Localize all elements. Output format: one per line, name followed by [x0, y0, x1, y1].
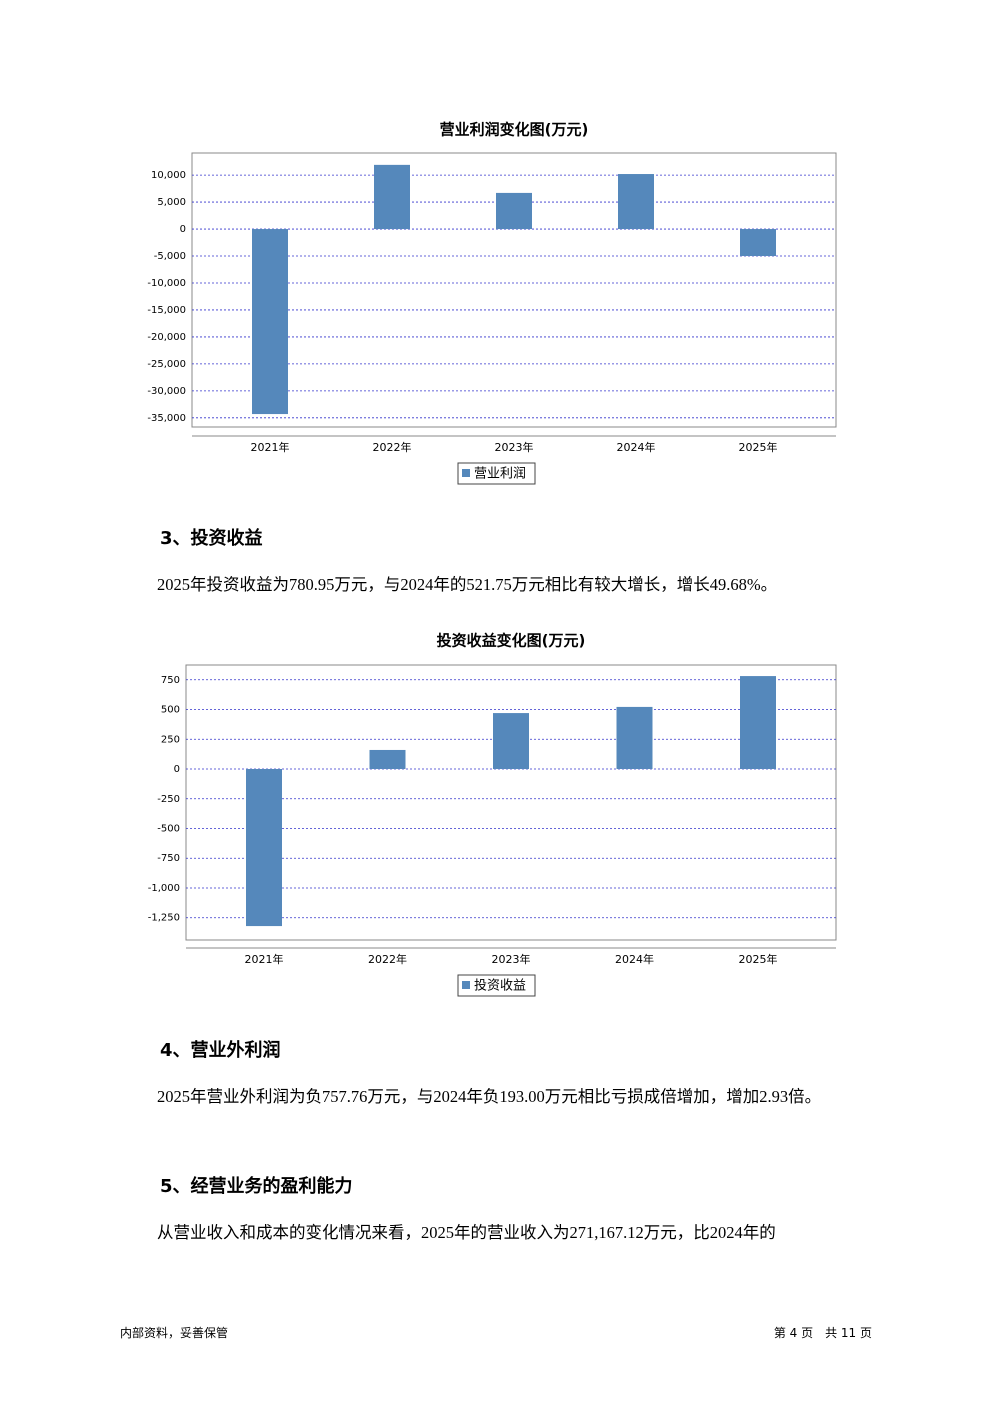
legend-swatch [462, 981, 470, 989]
legend-box [457, 462, 536, 485]
y-tick-label: -500 [157, 824, 180, 835]
bar [740, 676, 776, 770]
x-tick-label: 2022年 [373, 440, 412, 454]
y-tick-label: -25,000 [147, 359, 186, 370]
heading: 5、经营业务的盈利能力 [160, 1176, 353, 1197]
y-tick-label: -1,000 [148, 883, 180, 894]
bar [618, 174, 654, 230]
x-tick-label: 2024年 [617, 440, 656, 454]
y-tick-label: -1,250 [148, 913, 180, 924]
y-tick-label: 250 [161, 734, 180, 745]
heading: 3、投资收益 [160, 528, 263, 549]
bar [496, 192, 532, 230]
y-tick-label: 0 [174, 764, 180, 775]
legend-box [457, 974, 536, 997]
legend-label: 投资收益 [474, 978, 526, 994]
x-tick-label: 2021年 [245, 952, 284, 966]
bar [493, 713, 529, 770]
bar [252, 229, 288, 415]
y-tick-label: 5,000 [157, 197, 186, 208]
bar [246, 769, 282, 927]
x-tick-label: 2023年 [495, 440, 534, 454]
paragraph: 2025年投资收益为780.95万元，与2024年的521.75万元相比有较大增… [157, 575, 778, 594]
y-tick-label: -250 [157, 794, 180, 805]
y-tick-label: -15,000 [147, 305, 186, 316]
y-tick-label: -10,000 [147, 278, 186, 289]
footer-right: 第 4 页 共 11 页 [773, 1326, 872, 1340]
y-tick-label: 500 [161, 705, 180, 716]
y-tick-label: 0 [180, 224, 186, 235]
chart-title: 营业利润变化图(万元) [440, 121, 589, 139]
bar [740, 229, 776, 257]
y-tick-label: -35,000 [147, 413, 186, 424]
bar [369, 749, 406, 770]
x-tick-label: 2022年 [368, 952, 407, 966]
legend-swatch [462, 469, 470, 477]
y-tick-label: 10,000 [151, 170, 186, 181]
y-tick-label: -30,000 [147, 386, 186, 397]
x-tick-label: 2025年 [739, 440, 778, 454]
legend-label: 营业利润 [474, 467, 526, 482]
x-tick-label: 2025年 [739, 952, 778, 966]
bar [616, 706, 653, 770]
plot-area [185, 664, 837, 941]
x-tick-label: 2021年 [251, 440, 290, 454]
chart-title: 投资收益变化图(万元) [437, 632, 586, 650]
y-tick-label: -20,000 [147, 332, 186, 343]
paragraph: 从营业收入和成本的变化情况来看，2025年的营业收入为271,167.12万元，… [157, 1223, 776, 1242]
y-tick-label: 750 [161, 675, 180, 686]
y-tick-label: -750 [157, 853, 180, 864]
y-tick-label: -5,000 [154, 251, 186, 262]
heading: 4、营业外利润 [160, 1040, 281, 1061]
paragraph: 2025年营业外利润为负757.76万元，与2024年负193.00万元相比亏损… [157, 1087, 822, 1106]
x-tick-label: 2024年 [615, 952, 654, 966]
x-tick-label: 2023年 [492, 952, 531, 966]
footer-left: 内部资料，妥善保管 [120, 1326, 229, 1340]
bar [374, 164, 410, 230]
